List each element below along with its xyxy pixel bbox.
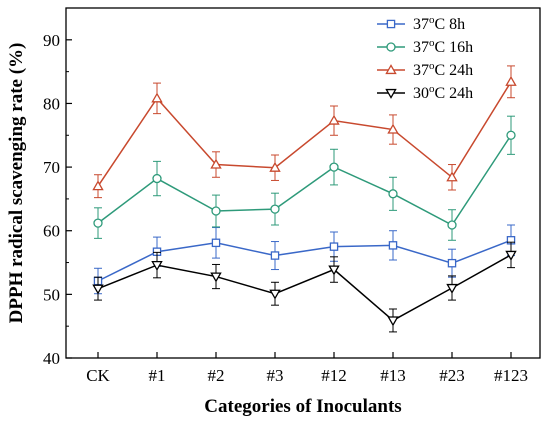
- legend-item: 37oC 8h: [377, 14, 465, 33]
- data-point: [210, 272, 222, 283]
- data-point: [385, 88, 397, 99]
- y-tick-label: 70: [43, 158, 60, 177]
- data-point: [329, 162, 339, 172]
- data-point: [270, 251, 280, 260]
- data-point: [269, 289, 281, 300]
- data-point: [446, 283, 458, 294]
- data-point: [387, 316, 399, 327]
- data-point: [211, 238, 221, 248]
- legend-label: 30oC 24h: [413, 83, 473, 102]
- legend-item: 30oC 24h: [377, 83, 473, 102]
- y-tick-label: 60: [43, 222, 60, 241]
- data-point: [269, 161, 281, 172]
- data-point: [388, 189, 398, 199]
- y-tick-label: 80: [43, 94, 60, 113]
- legend-item: 37oC 24h: [377, 60, 473, 79]
- data-point: [386, 42, 396, 52]
- y-tick-label: 50: [43, 285, 60, 304]
- y-axis-title: DPPH radical scavenging rate (%): [6, 43, 27, 324]
- data-point: [385, 64, 397, 75]
- series-line: [97, 254, 512, 322]
- data-point: [92, 180, 104, 191]
- data-point: [92, 284, 104, 295]
- y-tick-label: 40: [43, 349, 60, 368]
- data-point: [447, 220, 457, 230]
- series-0: [93, 224, 516, 295]
- data-point: [152, 173, 162, 184]
- data-point: [505, 250, 517, 261]
- x-axis: CK #1 #2 #3 #12 #13 #23 #123: [86, 352, 528, 385]
- x-tick-label: CK: [86, 366, 110, 385]
- data-point: [328, 114, 340, 125]
- series-3: [92, 241, 517, 333]
- x-tick-label: #12: [321, 366, 347, 385]
- data-point: [329, 242, 339, 251]
- series-line: [97, 134, 512, 226]
- x-tick-label: #13: [380, 366, 406, 385]
- data-point: [506, 130, 516, 140]
- x-tick-label: #23: [439, 366, 465, 385]
- plot-frame: [65, 7, 541, 359]
- data-point: [210, 158, 222, 169]
- legend-item: 37oC 16h: [377, 37, 473, 56]
- x-axis-title: Categories of Inoculants: [204, 396, 401, 417]
- data-point: [151, 260, 163, 272]
- y-axis: 40 50 60 70 80 90: [43, 31, 72, 368]
- data-point: [386, 19, 396, 29]
- legend-label: 37oC 24h: [413, 60, 473, 79]
- data-point: [505, 75, 517, 86]
- data-point: [151, 92, 163, 103]
- legend: 37oC 8h 37oC 16h 37oC 24h 30oC 24h: [377, 14, 473, 102]
- series-line: [97, 81, 512, 187]
- data-point: [270, 204, 280, 214]
- x-tick-label: #2: [208, 366, 225, 385]
- data-point: [447, 258, 457, 268]
- x-tick-label: #1: [149, 366, 166, 385]
- legend-label: 37oC 16h: [413, 37, 473, 56]
- data-point: [93, 218, 103, 228]
- data-point: [387, 123, 399, 134]
- legend-label: 37oC 8h: [413, 14, 465, 33]
- data-point: [446, 171, 458, 182]
- series-2: [92, 65, 517, 199]
- series-layer: [92, 65, 517, 333]
- x-tick-label: #3: [267, 366, 284, 385]
- data-point: [211, 206, 221, 216]
- y-tick-label: 90: [43, 31, 60, 50]
- x-tick-label: #123: [494, 366, 528, 385]
- data-point: [388, 241, 398, 250]
- series-line: [97, 239, 512, 282]
- data-point: [328, 265, 340, 276]
- series-1: [93, 115, 516, 241]
